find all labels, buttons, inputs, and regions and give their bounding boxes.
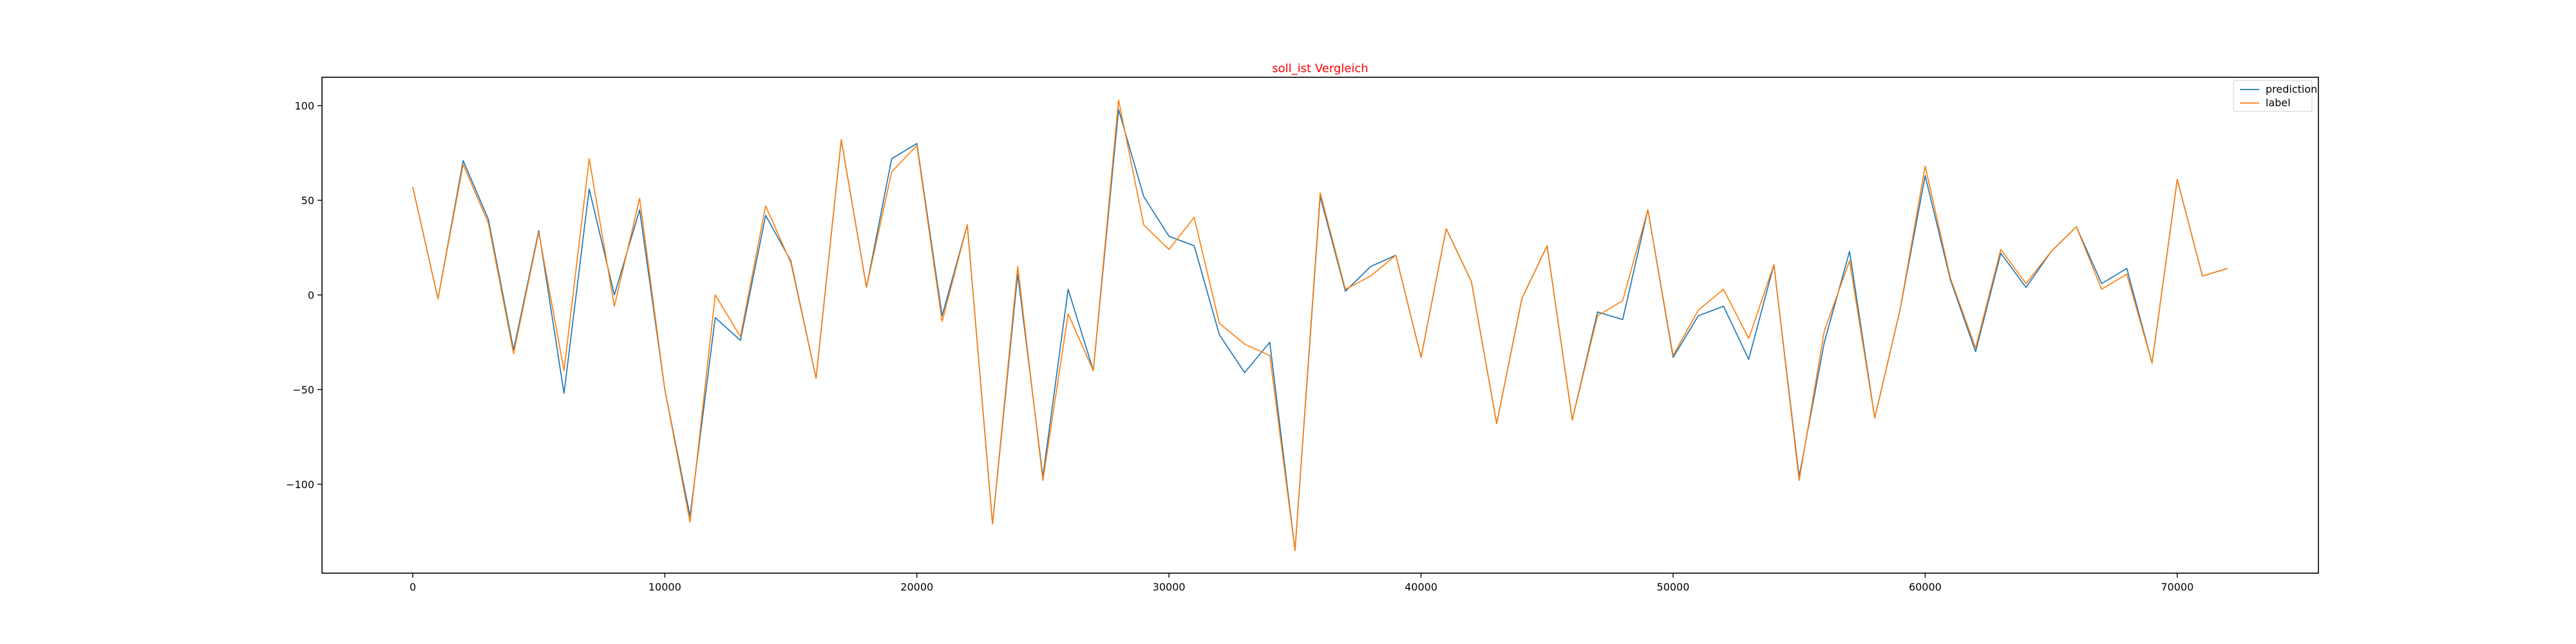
x-tick-label: 0 (410, 581, 416, 593)
series-layer (412, 99, 2228, 551)
y-tick-label: 100 (294, 100, 314, 112)
y-tick-label: 0 (308, 289, 314, 301)
x-tick-label: 50000 (1657, 581, 1690, 593)
x-tick-label: 20000 (900, 581, 933, 593)
legend-label-label: label (2266, 97, 2291, 109)
y-axis: 100 50 0 −50 −100 (286, 100, 322, 491)
series-line-label (412, 99, 2228, 551)
x-tick-label: 30000 (1153, 581, 1186, 593)
legend-box (2233, 80, 2313, 112)
y-tick-label: −50 (292, 384, 314, 396)
legend-label-prediction: prediction (2266, 83, 2317, 95)
x-tick-label: 10000 (649, 581, 681, 593)
x-axis: 0 10000 20000 30000 40000 50000 60000 70000 (410, 573, 2193, 593)
y-tick-label: −100 (286, 478, 314, 491)
chart-title: soll_ist Vergleich (1272, 62, 1368, 75)
x-tick-label: 40000 (1405, 581, 1437, 593)
x-tick-label: 60000 (1909, 581, 1942, 593)
x-tick-label: 70000 (2161, 581, 2193, 593)
legend: prediction label (2233, 80, 2317, 112)
plot-area (322, 77, 2318, 573)
y-tick-label: 50 (301, 194, 314, 207)
plot-frame (321, 77, 2319, 574)
